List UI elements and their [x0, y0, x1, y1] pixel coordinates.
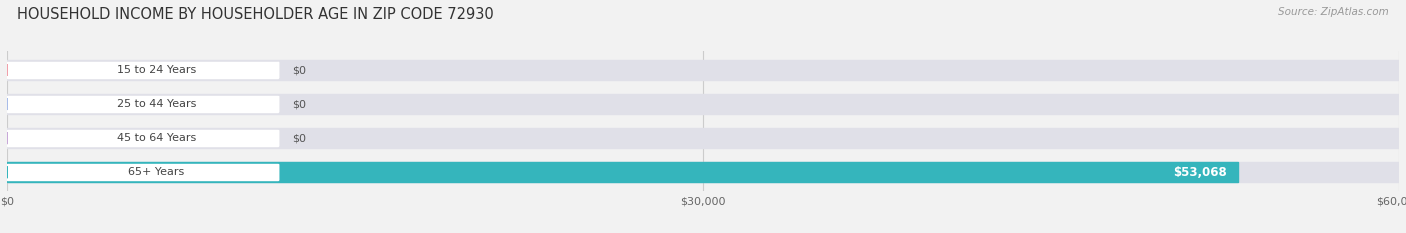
Bar [7, 130, 278, 146]
Bar [7, 162, 1239, 182]
Text: $53,068: $53,068 [1173, 166, 1227, 179]
Text: 65+ Years: 65+ Years [128, 167, 184, 177]
Bar [7, 94, 1399, 114]
Bar [7, 96, 278, 112]
Text: $0: $0 [292, 133, 307, 143]
Bar [7, 60, 1399, 80]
Bar [7, 162, 1399, 182]
Text: $0: $0 [292, 99, 307, 109]
Bar [7, 128, 1399, 148]
Text: $0: $0 [292, 65, 307, 75]
Text: Source: ZipAtlas.com: Source: ZipAtlas.com [1278, 7, 1389, 17]
Text: HOUSEHOLD INCOME BY HOUSEHOLDER AGE IN ZIP CODE 72930: HOUSEHOLD INCOME BY HOUSEHOLDER AGE IN Z… [17, 7, 494, 22]
Text: 25 to 44 Years: 25 to 44 Years [117, 99, 195, 109]
Text: 45 to 64 Years: 45 to 64 Years [117, 133, 195, 143]
Text: 15 to 24 Years: 15 to 24 Years [117, 65, 195, 75]
Bar [7, 62, 278, 78]
Bar [7, 164, 278, 180]
